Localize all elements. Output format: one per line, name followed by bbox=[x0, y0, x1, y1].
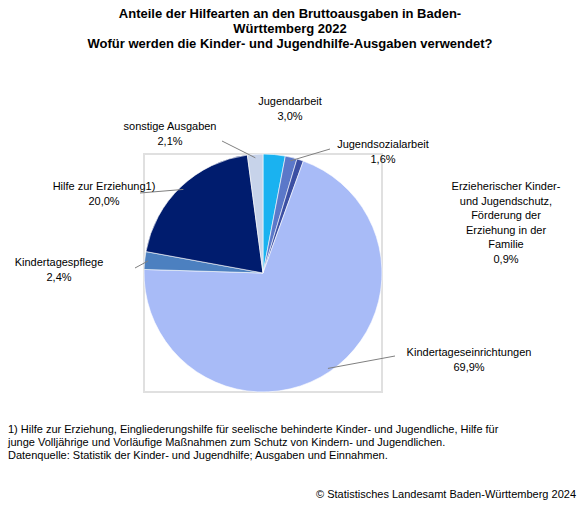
source: Datenquelle: Statistik der Kinder- und J… bbox=[8, 449, 388, 461]
footnote-line: junge Volljährige und Vorläufige Maßnahm… bbox=[7, 436, 445, 448]
footnote: 1) Hilfe zur Erziehung, Eingliederungshi… bbox=[7, 423, 499, 448]
leader-line bbox=[328, 356, 395, 368]
value-label: 0,9% bbox=[493, 253, 518, 265]
leader-line bbox=[135, 261, 148, 268]
value-label: 2,1% bbox=[157, 135, 182, 147]
credit: © Statistisches Landesamt Baden-Württemb… bbox=[316, 488, 576, 500]
slice-label-line: Jugendarbeit bbox=[258, 95, 322, 107]
subtitle-line: Wofür werden die Kinder- und Jugendhilfe… bbox=[88, 36, 493, 51]
leader-line bbox=[222, 141, 255, 158]
value-label: 2,4% bbox=[46, 271, 71, 283]
chart: Anteile der Hilfearten an den Bruttoausg… bbox=[0, 0, 581, 505]
slice-label-line: Kindertagespflege bbox=[15, 256, 104, 268]
slice-label: Hilfe zur Erziehung1) bbox=[53, 180, 156, 192]
slice bbox=[247, 154, 263, 273]
value-label: 1,6% bbox=[370, 153, 395, 165]
title: Anteile der Hilfearten an den Bruttoausg… bbox=[119, 6, 461, 36]
slice-label: sonstige Ausgaben bbox=[124, 120, 217, 132]
slice-label-line: Jugendsozialarbeit bbox=[337, 138, 429, 150]
slice-label-line: Familie bbox=[488, 238, 523, 250]
slice-label: Jugendarbeit bbox=[258, 95, 322, 107]
slice-label: Kindertagespflege bbox=[15, 256, 104, 268]
slice-label-line: und Jugendschutz, bbox=[460, 195, 552, 207]
title-line: Anteile der Hilfearten an den Bruttoausg… bbox=[119, 6, 461, 21]
value-label: 3,0% bbox=[277, 110, 302, 122]
slice-label-line: Erzieherischer Kinder- bbox=[452, 180, 561, 192]
slice-label: Erzieherischer Kinder-und Jugendschutz, F… bbox=[452, 180, 561, 250]
slice-label-line: Hilfe zur Erziehung1) bbox=[53, 180, 156, 192]
value-label: 20,0% bbox=[88, 195, 119, 207]
slice-label: Jugendsozialarbeit bbox=[337, 138, 429, 150]
subtitle: Wofür werden die Kinder- und Jugendhilfe… bbox=[88, 36, 493, 51]
slice-label-line: Erziehung in der bbox=[466, 224, 546, 236]
slice-label-line: sonstige Ausgaben bbox=[124, 120, 217, 132]
slice-label-line: Kindertageseinrichtungen bbox=[407, 346, 532, 358]
slice bbox=[146, 155, 263, 273]
title-line: Württemberg 2022 bbox=[233, 21, 346, 36]
slice-label: Kindertageseinrichtungen bbox=[407, 346, 532, 358]
footnote-line: 1) Hilfe zur Erziehung, Eingliederungshi… bbox=[8, 423, 499, 435]
leader-line bbox=[290, 149, 330, 161]
value-label: 69,9% bbox=[453, 361, 484, 373]
slice-label-line: Förderung der bbox=[471, 209, 541, 221]
